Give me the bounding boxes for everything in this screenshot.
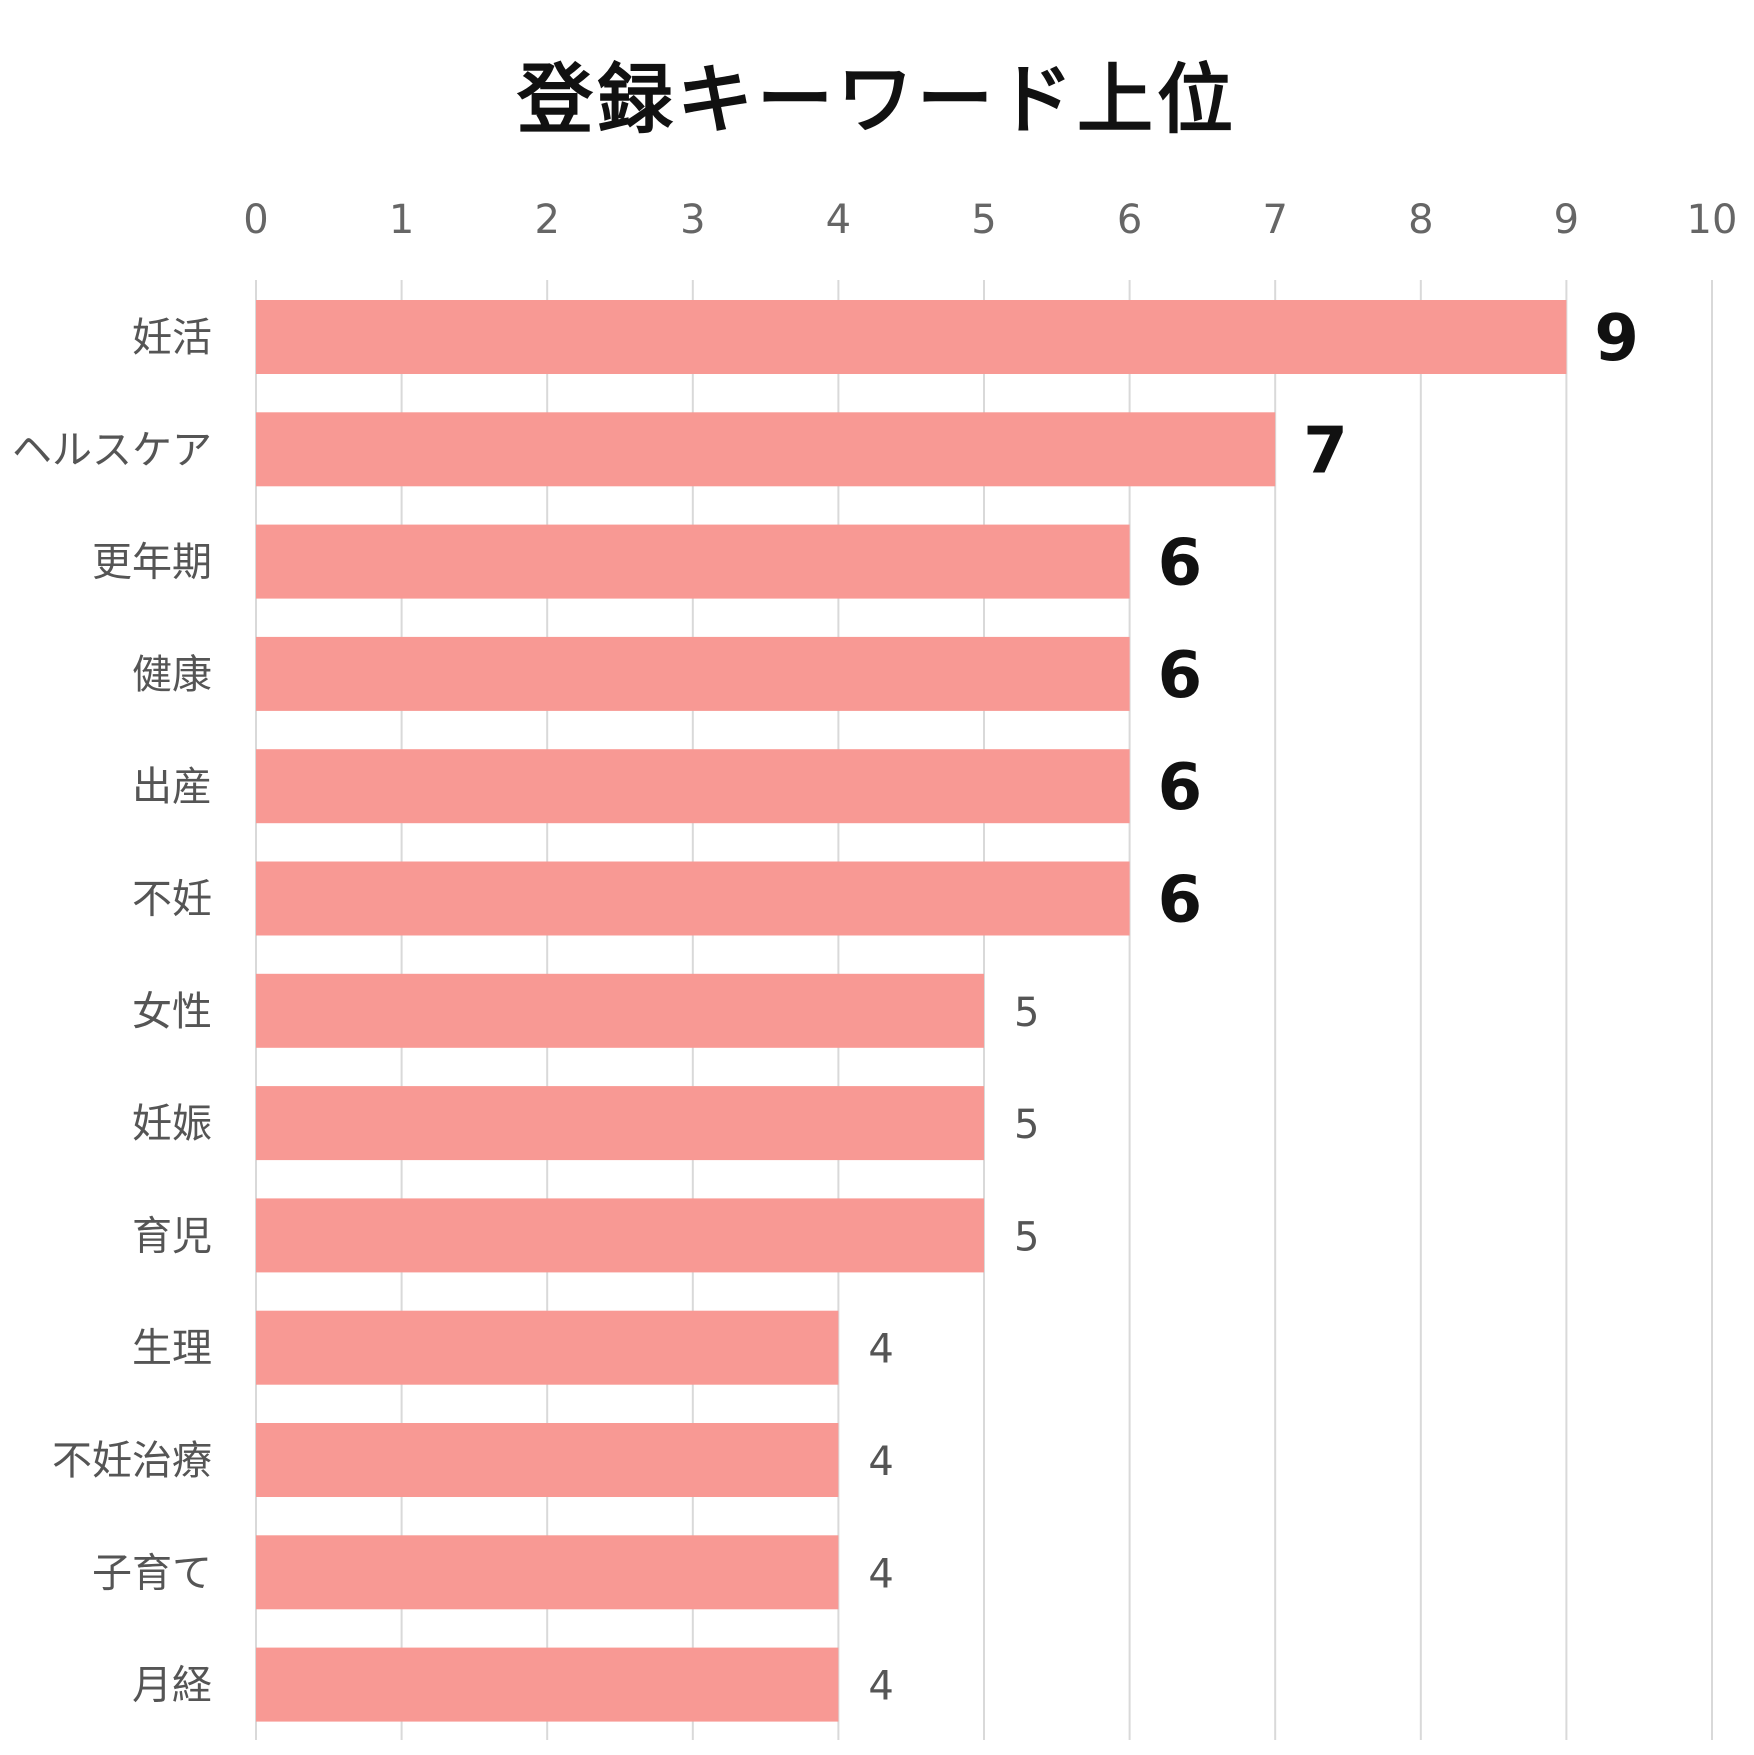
category-label: 不妊	[132, 877, 212, 923]
value-label: 5	[1014, 990, 1039, 1036]
category-label: ヘルスケア	[12, 427, 212, 473]
x-tick-label: 4	[826, 197, 851, 243]
category-label: 育児	[132, 1213, 212, 1259]
bar-7	[256, 973, 984, 1048]
category-label: 月経	[132, 1663, 212, 1709]
bar-12	[256, 1535, 839, 1610]
bar-2	[256, 412, 1276, 487]
bar-9	[256, 1198, 984, 1273]
x-axis-ticks: 0 1 2 3 4 5 6 7 8 9 10	[243, 197, 1737, 243]
value-label: 9	[1594, 302, 1639, 376]
x-tick-label: 7	[1262, 197, 1287, 243]
category-label: 子育て	[92, 1550, 212, 1596]
x-tick-label: 3	[680, 197, 705, 243]
bar-11	[256, 1423, 839, 1497]
bars	[256, 300, 1567, 1722]
category-label: 健康	[132, 652, 212, 698]
x-tick-label: 5	[971, 197, 996, 243]
category-label: 更年期	[92, 540, 212, 586]
value-label: 5	[1014, 1102, 1039, 1148]
category-label: 生理	[132, 1326, 212, 1372]
value-label: 4	[868, 1327, 893, 1373]
bar-6	[256, 861, 1130, 936]
category-label: 不妊治療	[52, 1438, 212, 1484]
value-label: 5	[1014, 1214, 1039, 1260]
category-label: 出産	[132, 764, 212, 810]
category-label: 妊娠	[132, 1101, 212, 1147]
x-tick-label: 2	[534, 197, 559, 243]
chart-title: 登録キーワード上位	[517, 55, 1237, 144]
category-label: 女性	[132, 989, 212, 1035]
bar-8	[256, 1086, 984, 1161]
bar-4	[256, 636, 1130, 711]
value-label: 4	[868, 1439, 893, 1485]
x-tick-label: 1	[389, 197, 414, 243]
value-label: 6	[1158, 751, 1203, 825]
bar-10	[256, 1310, 839, 1385]
bar-5	[256, 749, 1130, 824]
x-tick-label: 10	[1687, 197, 1738, 243]
bar-3	[256, 524, 1130, 599]
value-label: 4	[868, 1551, 893, 1597]
x-tick-label: 9	[1554, 197, 1579, 243]
bar-1	[256, 300, 1567, 374]
x-tick-label: 6	[1117, 197, 1142, 243]
value-label: 7	[1303, 414, 1348, 488]
value-label: 4	[868, 1664, 893, 1710]
value-label: 6	[1158, 864, 1203, 938]
category-label: 妊活	[132, 315, 212, 361]
value-label: 6	[1158, 639, 1203, 713]
value-label: 6	[1158, 527, 1203, 601]
value-labels: 9 7 6 6 6 6 5 5 5 4 4 4 4	[868, 302, 1639, 1710]
bar-13	[256, 1647, 839, 1722]
x-tick-label: 8	[1408, 197, 1433, 243]
x-tick-label: 0	[243, 197, 268, 243]
